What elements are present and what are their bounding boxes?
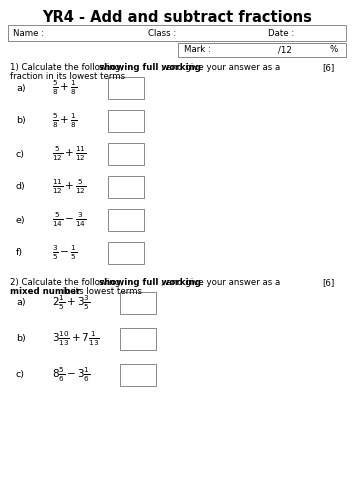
Text: $\frac{5}{14}-\frac{3}{14}$: $\frac{5}{14}-\frac{3}{14}$ — [52, 211, 86, 229]
FancyBboxPatch shape — [108, 110, 144, 132]
FancyBboxPatch shape — [120, 328, 156, 350]
Text: $3\frac{10}{13}+7\frac{1}{13}$: $3\frac{10}{13}+7\frac{1}{13}$ — [52, 330, 100, 348]
Text: $\frac{5}{12}+\frac{11}{12}$: $\frac{5}{12}+\frac{11}{12}$ — [52, 145, 86, 163]
Text: a): a) — [16, 298, 25, 308]
Text: $\frac{5}{8}+\frac{1}{8}$: $\frac{5}{8}+\frac{1}{8}$ — [52, 112, 77, 130]
FancyBboxPatch shape — [120, 364, 156, 386]
Text: $\frac{5}{8}+\frac{1}{8}$: $\frac{5}{8}+\frac{1}{8}$ — [52, 79, 77, 97]
Text: $8\frac{5}{6}-3\frac{1}{6}$: $8\frac{5}{6}-3\frac{1}{6}$ — [52, 366, 91, 384]
Text: Class :: Class : — [148, 28, 176, 38]
Text: 1) Calculate the following,: 1) Calculate the following, — [10, 63, 126, 72]
Text: in its lowest terms: in its lowest terms — [60, 287, 142, 296]
Text: [6]: [6] — [322, 278, 334, 287]
Text: d): d) — [16, 182, 26, 192]
Text: b): b) — [16, 116, 26, 126]
Text: a): a) — [16, 84, 25, 92]
Text: fraction in its lowest terms: fraction in its lowest terms — [10, 72, 125, 81]
Text: Date :: Date : — [268, 28, 294, 38]
Text: e): e) — [16, 216, 25, 224]
FancyBboxPatch shape — [108, 242, 144, 264]
Text: f): f) — [16, 248, 23, 258]
Text: 2) Calculate the following,: 2) Calculate the following, — [10, 278, 126, 287]
FancyBboxPatch shape — [8, 25, 346, 41]
Text: b): b) — [16, 334, 26, 344]
Text: Mark :: Mark : — [184, 46, 211, 54]
Text: %: % — [330, 46, 338, 54]
Text: mixed number: mixed number — [10, 287, 80, 296]
FancyBboxPatch shape — [108, 77, 144, 99]
Text: showing full working: showing full working — [99, 63, 201, 72]
FancyBboxPatch shape — [178, 43, 346, 57]
Text: c): c) — [16, 150, 25, 158]
Text: $2\frac{1}{5}+3\frac{3}{5}$: $2\frac{1}{5}+3\frac{3}{5}$ — [52, 294, 91, 312]
FancyBboxPatch shape — [108, 143, 144, 165]
Text: /12: /12 — [278, 46, 292, 54]
Text: showing full working: showing full working — [99, 278, 201, 287]
FancyBboxPatch shape — [120, 292, 156, 314]
Text: Name :: Name : — [13, 28, 44, 38]
FancyBboxPatch shape — [108, 176, 144, 198]
Text: , and give your answer as a: , and give your answer as a — [161, 63, 280, 72]
Text: YR4 - Add and subtract fractions: YR4 - Add and subtract fractions — [42, 10, 312, 25]
Text: $\frac{3}{5}-\frac{1}{5}$: $\frac{3}{5}-\frac{1}{5}$ — [52, 244, 77, 262]
FancyBboxPatch shape — [108, 209, 144, 231]
Text: c): c) — [16, 370, 25, 380]
Text: $\frac{11}{12}+\frac{5}{12}$: $\frac{11}{12}+\frac{5}{12}$ — [52, 178, 86, 196]
Text: , and give your answer as a: , and give your answer as a — [161, 278, 280, 287]
Text: [6]: [6] — [322, 63, 334, 72]
